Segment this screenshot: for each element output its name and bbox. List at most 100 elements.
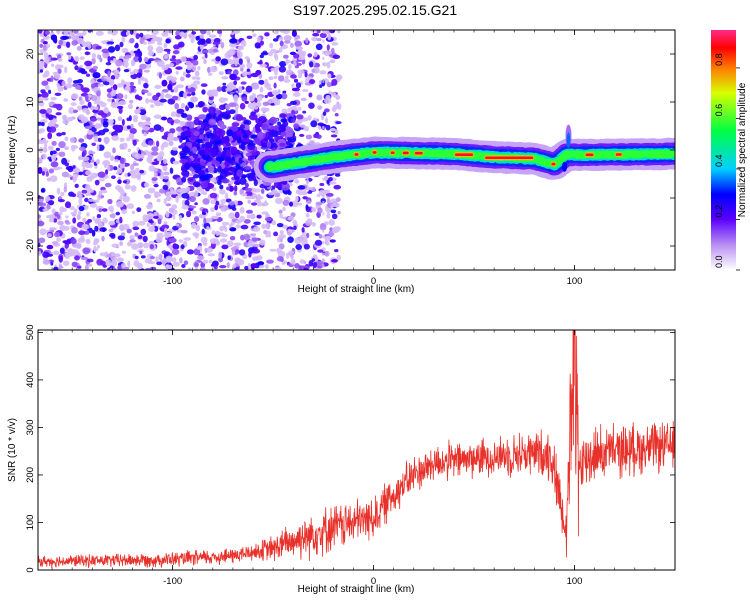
spectrogram-cell: [38, 214, 41, 219]
spectrogram-cell: [210, 263, 216, 267]
spectrogram-cell: [131, 243, 139, 250]
spectrogram-cell: [334, 129, 339, 135]
spectrogram-cell: [143, 182, 150, 188]
spectrogram-cell: [185, 60, 192, 66]
spectrogram-cell: [235, 220, 242, 224]
spectrogram-cell: [195, 104, 199, 108]
spectrogram-ridge: [253, 124, 675, 183]
spectrogram-cell: [43, 146, 48, 153]
spectrogram-cell: [157, 61, 161, 65]
spectrogram-cell: [184, 130, 192, 135]
spectrogram-cell: [143, 69, 150, 73]
spectrogram-cell: [239, 124, 245, 130]
spectrogram-cell: [170, 111, 178, 117]
spectrogram-cell: [95, 30, 104, 36]
spectrogram-cell: [251, 83, 260, 90]
spectrogram-cell: [216, 156, 225, 162]
spectrogram-cell: [98, 110, 104, 114]
spectrogram-cell: [279, 213, 283, 219]
spectrogram-cell: [132, 220, 139, 227]
spectrogram-cell: [328, 181, 337, 185]
spectrogram-cell: [119, 224, 125, 232]
spectrogram-cell: [42, 35, 50, 40]
spectrogram-cell: [317, 249, 324, 253]
spectrogram-spike-lobe: [561, 161, 567, 172]
spectrogram-cell: [85, 238, 91, 245]
spectrogram-cell: [96, 214, 102, 219]
spectrogram-cell: [137, 235, 143, 240]
spectrogram-cell: [178, 214, 182, 221]
spectrogram-cell: [294, 263, 300, 269]
spectrogram-cell: [183, 260, 189, 266]
spectrogram-cell: [175, 113, 181, 118]
spectrogram-cell: [324, 238, 329, 245]
spectrogram-cell: [117, 176, 122, 180]
spectrogram-cell: [229, 73, 237, 81]
spectrogram-cell: [91, 52, 97, 59]
spectrogram-cell: [288, 250, 295, 255]
spectrogram-cell: [287, 135, 293, 143]
spectrogram-cell: [276, 93, 283, 100]
spectrogram-peak-band: [485, 156, 534, 160]
spectrogram-cell: [119, 137, 125, 142]
spectrogram-cell: [65, 83, 73, 89]
spectrogram-cell: [276, 237, 281, 243]
spectrogram-cell: [296, 118, 303, 125]
spectrogram-cell: [154, 59, 162, 63]
colorbar-gradient: [711, 30, 736, 270]
spectrogram-cell: [298, 265, 303, 270]
spectrogram-ytick-label: 20: [25, 49, 36, 60]
spectrogram-cell: [329, 30, 336, 34]
spectrogram-cell: [246, 62, 253, 69]
spectrogram-cell: [246, 214, 252, 219]
spectrogram-cell: [259, 63, 268, 68]
spectrogram-cell: [96, 90, 101, 97]
spectrogram-cell: [40, 188, 45, 193]
spectrogram-xtick-label: 100: [567, 276, 583, 287]
spectrogram-cell: [124, 184, 131, 190]
spectrogram-cell: [243, 219, 251, 224]
spectrogram-cell: [256, 201, 263, 207]
spectrogram-cell: [163, 54, 169, 59]
spectrogram-cell: [45, 171, 49, 177]
spectrogram-cell: [110, 101, 119, 108]
spectrogram-cell: [305, 37, 309, 44]
spectrogram-cell: [121, 263, 126, 268]
spectrogram-cell: [121, 209, 128, 215]
spectrogram-cell: [64, 66, 68, 74]
spectrogram-cell: [312, 32, 320, 37]
spectrogram-cell: [272, 189, 279, 194]
spectrogram-cell: [256, 95, 263, 102]
spectrogram-cell: [199, 267, 206, 270]
spectrogram-cell: [42, 44, 47, 51]
spectrogram-streak: [322, 126, 325, 129]
spectrogram-cell: [165, 255, 173, 263]
spectrogram-cell: [160, 102, 164, 106]
spectrogram-cell: [53, 218, 58, 223]
spectrogram-cell: [134, 44, 139, 49]
spectrogram-cell: [98, 190, 102, 197]
spectrogram-cell: [226, 262, 230, 269]
spectrogram-cell: [51, 150, 57, 155]
spectrogram-cell: [252, 243, 260, 248]
spectrogram-cell: [240, 67, 244, 72]
spectrogram-cell: [250, 213, 256, 220]
spectrogram-cell: [293, 123, 300, 129]
spectrogram-cell: [291, 109, 296, 115]
spectrogram-cell: [126, 203, 135, 209]
spectrogram-cell: [310, 30, 318, 33]
spectrogram-cell: [293, 225, 297, 230]
spectrogram-cell: [161, 116, 168, 121]
snr-ytick-label: 500: [25, 324, 36, 340]
spectrogram-cell: [82, 107, 90, 113]
spectrogram-ytick-label: -20: [25, 239, 36, 253]
spectrogram-cell: [234, 211, 240, 219]
spectrogram-cell: [181, 113, 188, 118]
spectrogram-cell: [204, 53, 208, 59]
spectrogram-cell: [64, 252, 71, 260]
spectrogram-cell: [181, 204, 189, 210]
spectrogram-cell: [237, 51, 243, 59]
spectrogram-cell: [325, 124, 331, 131]
spectrogram-cell: [221, 233, 228, 238]
spectrogram-cell: [100, 102, 107, 108]
